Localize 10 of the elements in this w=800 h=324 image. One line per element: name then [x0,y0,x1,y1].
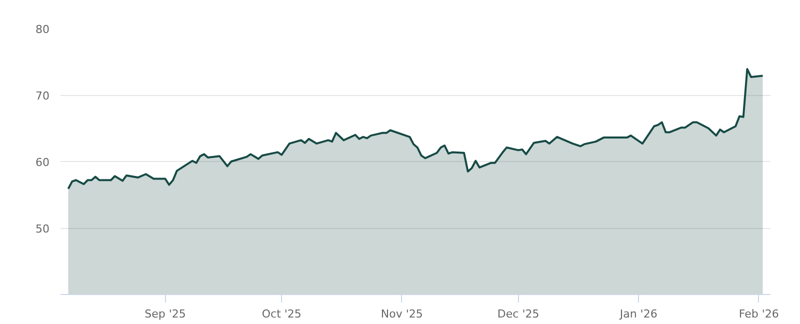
y-tick-label: 80 [36,23,50,36]
y-tick-label: 50 [36,222,50,236]
y-tick-label: 60 [36,156,50,169]
y-tick-label: 70 [36,90,50,102]
x-tick-label: Sep '25 [144,308,186,320]
x-tick-label: Dec '25 [497,308,540,320]
x-tick-label: Feb '26 [738,308,779,320]
x-tick-label: Nov '25 [380,308,423,320]
x-tick-label: Oct '25 [262,308,302,320]
x-tick-label: Jan '26 [618,308,658,320]
